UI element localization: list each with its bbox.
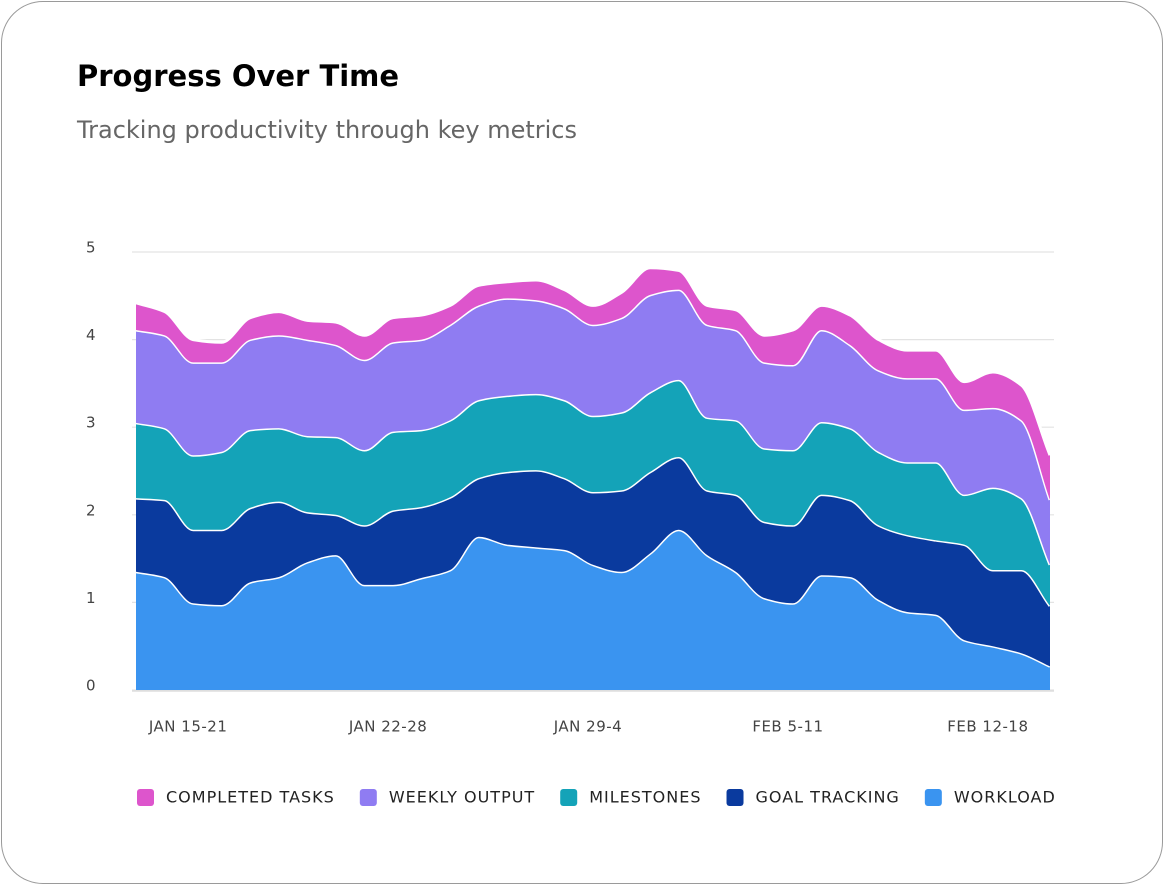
areas bbox=[135, 266, 1052, 690]
area bbox=[136, 529, 1050, 690]
legend-label: COMPLETED TASKS bbox=[166, 788, 335, 807]
legend-swatch bbox=[924, 789, 942, 806]
area bbox=[136, 456, 1050, 667]
y-tick-label: 5 bbox=[86, 239, 96, 257]
y-tick-label: 4 bbox=[86, 326, 96, 344]
y-tick-label: 3 bbox=[86, 414, 96, 432]
legend-label: WORKLOAD bbox=[954, 788, 1056, 807]
chart-title: Progress Over Time bbox=[77, 59, 399, 93]
x-tick-label: JAN 22-28 bbox=[348, 718, 428, 736]
x-tick-label: FEB 5-11 bbox=[752, 718, 823, 736]
legend-label: WEEKLY OUTPUT bbox=[389, 788, 535, 807]
y-tick-label: 0 bbox=[86, 677, 96, 695]
legend-swatch bbox=[726, 789, 744, 806]
area bbox=[136, 267, 1050, 500]
legend-label: MILESTONES bbox=[589, 788, 701, 807]
x-tick-label: FEB 12-18 bbox=[947, 718, 1028, 736]
legend-swatch bbox=[359, 789, 377, 806]
area bbox=[136, 289, 1050, 565]
x-tick-label: JAN 15-21 bbox=[148, 718, 228, 736]
y-tick-label: 1 bbox=[86, 589, 96, 607]
legend-label: GOAL TRACKING bbox=[756, 788, 900, 807]
area-edge bbox=[135, 266, 1052, 456]
area bbox=[136, 379, 1050, 606]
chart-subtitle: Tracking productivity through key metric… bbox=[76, 116, 577, 144]
x-tick-label: JAN 29-4 bbox=[553, 718, 622, 736]
legend-swatch bbox=[560, 789, 578, 806]
legend-swatch bbox=[137, 789, 154, 806]
y-tick-label: 2 bbox=[86, 501, 96, 519]
